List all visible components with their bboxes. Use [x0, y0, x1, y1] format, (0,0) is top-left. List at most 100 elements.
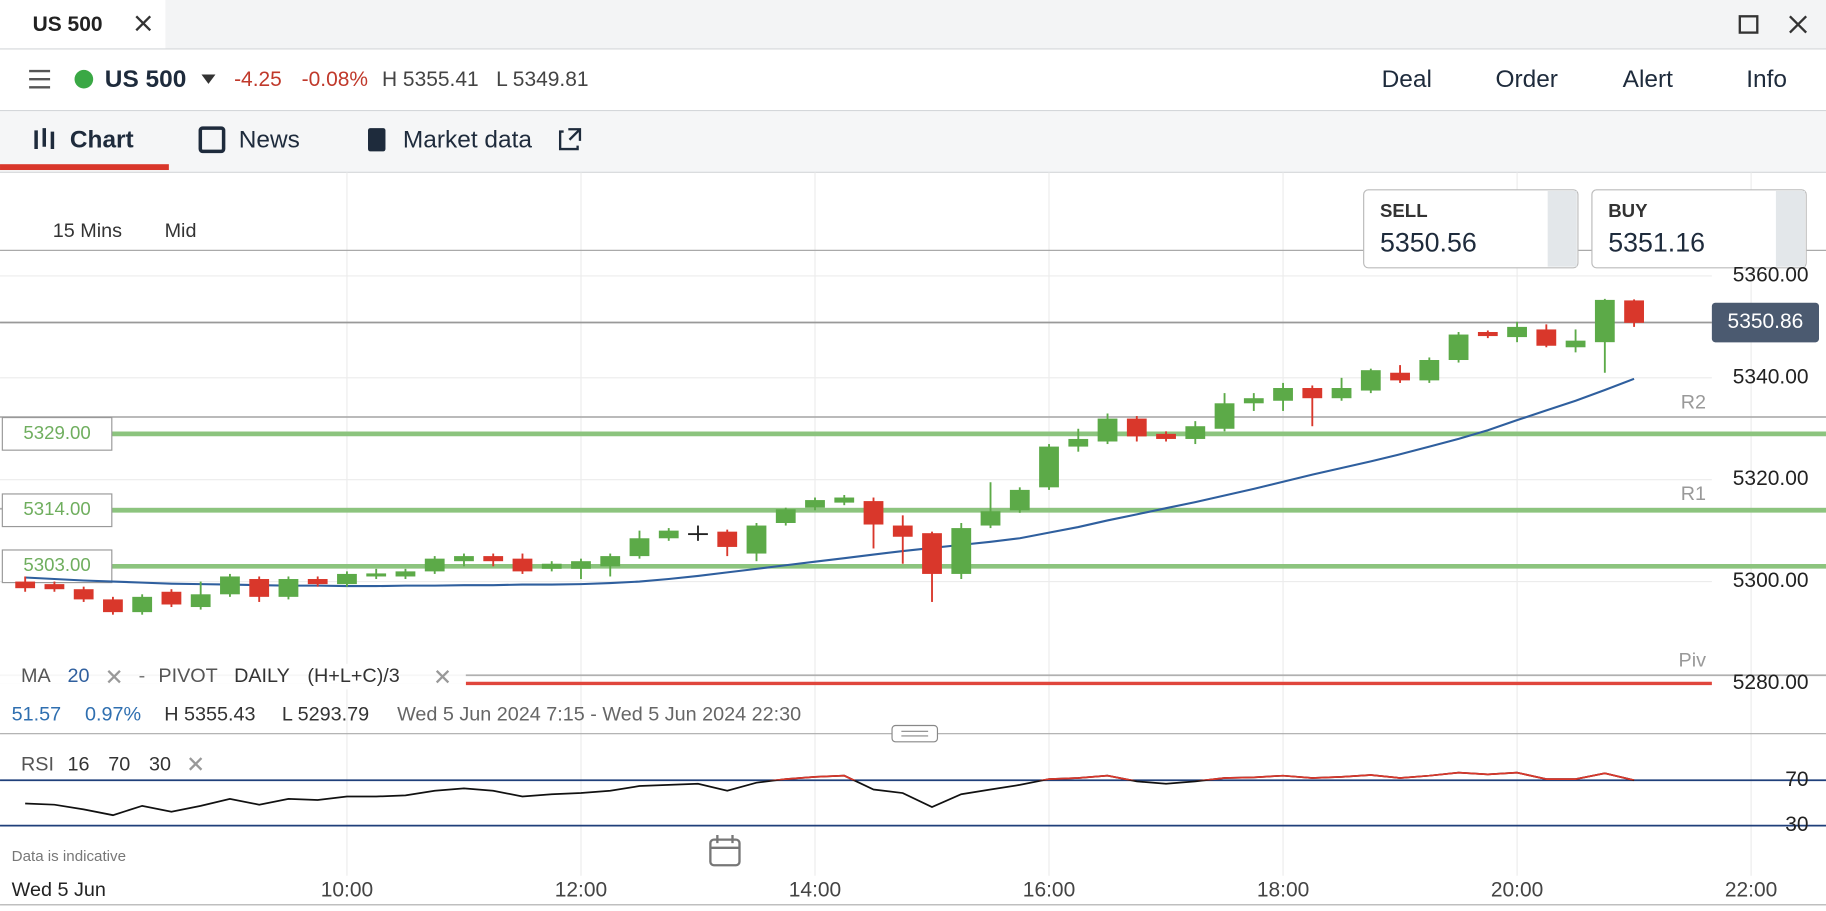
stat-change-pct: 0.97%	[85, 703, 141, 725]
x-tick-label: 20:00	[1491, 878, 1543, 901]
tab-bar	[0, 111, 1826, 173]
calendar-icon[interactable]	[709, 834, 741, 867]
candle-body	[1507, 326, 1527, 338]
change: -4.25	[234, 68, 282, 91]
plot	[15, 298, 1644, 615]
action-button[interactable]: Info	[1746, 66, 1787, 93]
remove-pivot-icon[interactable]	[435, 669, 450, 684]
y-tick-label: 5360.00	[1733, 263, 1809, 286]
calendar-frame[interactable]	[709, 838, 741, 867]
candle-body	[1273, 388, 1293, 401]
resize-grip	[901, 730, 929, 737]
level-label: 5329.00	[23, 422, 90, 443]
candle-body	[483, 556, 504, 562]
candle-body	[688, 533, 708, 536]
candle-body	[249, 579, 270, 597]
interval-button[interactable]	[32, 214, 143, 250]
levels	[0, 321, 1826, 686]
candle-body	[1068, 438, 1089, 447]
action-button[interactable]: Alert	[1623, 66, 1673, 93]
resize-handle[interactable]	[891, 724, 939, 743]
tab[interactable]: Market data	[403, 126, 532, 153]
y-tick-label: 5340.00	[1733, 365, 1809, 388]
dropdown-icon[interactable]	[201, 74, 216, 84]
candle-body	[1156, 433, 1176, 439]
y-tick-label: 5300.00	[1733, 569, 1809, 592]
close-window-icon[interactable]	[1789, 15, 1808, 34]
candle-body	[220, 576, 240, 595]
candle-body	[512, 558, 533, 572]
rsi-tick-label: 30	[1785, 813, 1808, 836]
candle-body	[1126, 418, 1147, 437]
remove-rsi-icon[interactable]	[189, 757, 203, 771]
tab[interactable]: Chart	[70, 126, 134, 153]
close-tab-icon[interactable]	[135, 15, 152, 32]
candle-body	[775, 509, 796, 523]
rsi-plot	[0, 771, 1826, 827]
ma-period: 20	[68, 665, 90, 687]
price-type[interactable]: Mid	[165, 220, 197, 242]
symbol[interactable]: US 500	[105, 66, 187, 93]
window-bar	[0, 0, 1826, 49]
candle-body	[366, 573, 387, 577]
remove-ma-icon[interactable]	[107, 669, 121, 684]
rsi-period: 16	[68, 753, 90, 775]
candle-body	[1331, 388, 1352, 399]
price-type-button[interactable]	[146, 214, 215, 250]
candle-body	[863, 501, 884, 525]
sell-label: SELL	[1380, 200, 1428, 221]
y-tick-label: 5280.00	[1733, 671, 1809, 694]
buy-price: 5351.16	[1608, 228, 1705, 258]
candle-body	[307, 579, 328, 585]
candle-body	[1097, 418, 1118, 442]
last-price-label: 5350.86	[1728, 310, 1804, 333]
candle-body	[44, 584, 65, 590]
chart-icon	[34, 128, 55, 150]
candle-body	[278, 579, 299, 597]
pivot-label: PIVOT	[158, 665, 217, 687]
menu-icon[interactable]	[29, 69, 51, 89]
news-icon	[198, 126, 226, 154]
candle-body	[1243, 398, 1264, 404]
level-label: 5303.00	[23, 554, 90, 575]
level-box	[1, 416, 113, 451]
candle-body	[658, 530, 679, 539]
x-tick-label: 18:00	[1257, 878, 1309, 901]
candle-body	[980, 511, 1001, 526]
buy-strip	[1775, 190, 1806, 267]
window-tab[interactable]	[0, 0, 166, 49]
stat-low: L 5293.79	[282, 703, 369, 725]
status-dot	[74, 69, 94, 89]
action-button[interactable]: Deal	[1382, 66, 1432, 93]
day-low: L 5349.81	[496, 68, 588, 91]
sell-strip	[1547, 190, 1577, 267]
ma-label: MA	[21, 665, 51, 687]
x-tick-label: 22:00	[1725, 878, 1777, 901]
candle-body	[395, 571, 416, 577]
tab[interactable]: News	[239, 126, 300, 153]
market-data-icon	[368, 128, 386, 152]
x-tick-label: 16:00	[1023, 878, 1075, 901]
level-box	[1, 493, 113, 528]
pivot-label: R1	[1681, 483, 1706, 505]
sell-button[interactable]	[1363, 189, 1579, 269]
pivot-formula: (H+L+C)/3	[307, 665, 399, 687]
candle-body	[132, 596, 153, 613]
buy-button[interactable]	[1591, 189, 1807, 269]
rsi-line-overbought	[769, 771, 1635, 781]
candle-body	[1624, 300, 1644, 323]
candle-body	[1536, 329, 1557, 346]
candle-body	[805, 500, 825, 508]
candle-body	[922, 533, 942, 574]
last-price-badge	[1711, 302, 1819, 343]
level-box	[1, 549, 113, 584]
pivot-period: DAILY	[234, 665, 290, 687]
action-button[interactable]: Order	[1495, 66, 1557, 93]
external-link-icon[interactable]	[558, 128, 582, 151]
maximize-icon[interactable]	[1738, 15, 1759, 34]
candle-body	[103, 599, 123, 613]
candle-body	[1009, 489, 1030, 511]
interval[interactable]: 15 Mins	[53, 220, 122, 242]
rsi-tick-label: 70	[1785, 768, 1808, 791]
